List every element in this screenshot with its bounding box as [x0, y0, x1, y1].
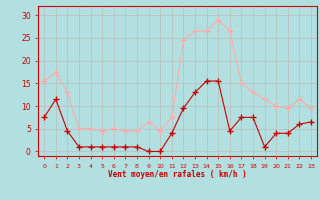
- X-axis label: Vent moyen/en rafales ( km/h ): Vent moyen/en rafales ( km/h ): [108, 170, 247, 179]
